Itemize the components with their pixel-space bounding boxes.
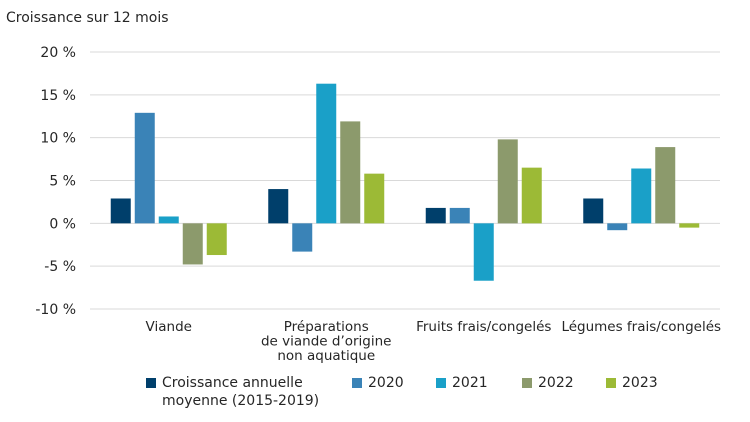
bar — [206, 223, 227, 256]
legend-swatch — [352, 378, 362, 388]
legend-label: 2023 — [622, 375, 658, 391]
y-axis-ticks: 20 % 15 % 10 % 5 % 0 % -5 % -10 % — [35, 45, 76, 318]
bar — [425, 207, 446, 224]
bar — [497, 139, 518, 224]
legend-swatch — [436, 378, 446, 388]
legend-label: 2022 — [538, 375, 574, 391]
legend-item: 2023 — [606, 374, 658, 392]
legend-swatch — [606, 378, 616, 388]
legend-swatch — [522, 378, 532, 388]
gridlines — [90, 51, 720, 310]
legend-label: 2020 — [368, 375, 404, 391]
y-tick-label: 10 % — [40, 131, 76, 147]
legend-item: 2021 — [436, 374, 488, 392]
bar — [521, 167, 542, 224]
bar — [316, 83, 337, 224]
x-category-label: Légumes frais/congelés — [561, 319, 721, 335]
bar — [110, 198, 131, 224]
legend-item: 2020 — [352, 374, 404, 392]
x-axis-categories: Viande Préparations de viande d’origine non… — [146, 319, 722, 364]
bars — [110, 83, 700, 281]
y-tick-label: 15 % — [40, 88, 76, 104]
bar — [268, 189, 289, 224]
legend-label: 2021 — [452, 375, 488, 391]
x-category-label: Préparations de viande d’origine non aquat… — [261, 319, 392, 364]
y-tick-label: -10 % — [35, 302, 76, 318]
bar — [182, 223, 203, 265]
bar — [340, 121, 361, 224]
legend-label: Croissance annuelle moyenne (2015-2019) — [162, 375, 320, 409]
bar — [655, 147, 676, 224]
bar — [583, 198, 604, 224]
y-tick-label: 0 % — [49, 216, 76, 232]
y-axis-title: Croissance sur 12 mois — [6, 10, 169, 26]
bar — [158, 216, 179, 224]
bar — [134, 112, 155, 224]
bar — [631, 168, 652, 224]
legend-item: Croissance annuelle moyenne (2015-2019) — [146, 374, 319, 410]
y-tick-label: 5 % — [49, 174, 76, 190]
x-category-label: Fruits frais/congelés — [416, 319, 551, 335]
y-tick-label: -5 % — [44, 259, 76, 275]
bar — [679, 223, 700, 228]
bar — [292, 223, 313, 252]
bar — [473, 223, 494, 281]
legend: Croissance annuelle moyenne (2015-2019) 20… — [146, 374, 706, 420]
y-tick-label: 20 % — [40, 45, 76, 61]
legend-item: 2022 — [522, 374, 574, 392]
bar — [364, 173, 385, 224]
x-category-label: Viande — [146, 319, 192, 335]
legend-swatch — [146, 378, 156, 388]
bar — [607, 223, 628, 231]
bar — [449, 207, 470, 224]
